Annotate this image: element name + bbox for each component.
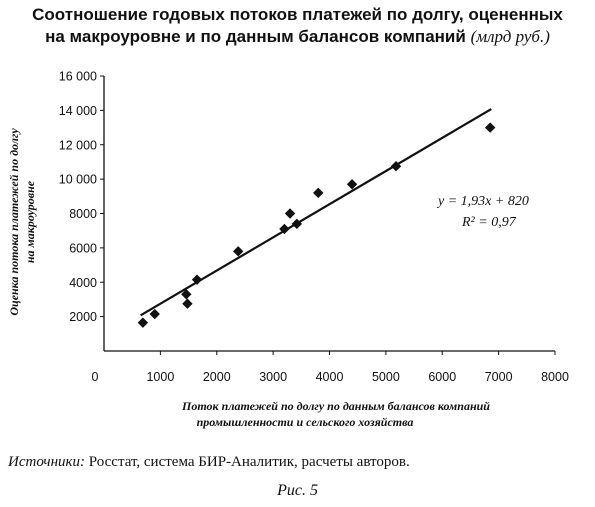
y-tick-label: 12 000 [59, 138, 97, 152]
x-tick-label: 7000 [485, 370, 513, 384]
data-point [390, 161, 402, 172]
x-tick-label: 4000 [316, 370, 344, 384]
regression-annotation: y = 1,93x + 820 R² = 0,97 [426, 189, 554, 237]
chart-title-unit: (млрд руб.) [470, 27, 550, 46]
data-point [191, 274, 203, 285]
y-tick-label: 4000 [69, 276, 97, 290]
chart-title-line1: Соотношение годовых потоков платежей по … [32, 5, 563, 24]
y-tick-label: 8000 [69, 207, 97, 221]
scatter-chart: 0 1000 2000 3000 4000 5000 6000 7000 8000 2000 400… [7, 70, 569, 430]
source-text: Росстат, система БИР-Аналитик, расчеты а… [85, 454, 410, 470]
x-axis-label-line2: промышленности и сельского хозяйства [197, 415, 414, 429]
chart-axes [100, 75, 556, 355]
y-axis-label-line1: Оценка потока платежей по долгу [7, 128, 21, 316]
chart-title: Соотношение годовых потоков платежей по … [0, 4, 595, 48]
data-point [284, 208, 296, 219]
source-label: Источники: [8, 454, 86, 470]
x-tick-label: 5000 [372, 370, 400, 384]
chart-axis-labels: Поток платежей по долгу по данным баланс… [7, 128, 490, 429]
y-tick-label: 2000 [69, 310, 97, 324]
figure-caption: Рис. 5 [277, 482, 318, 499]
x-tick-label: 0 [92, 370, 99, 384]
x-tick-label: 2000 [203, 370, 231, 384]
x-tick-label: 3000 [259, 370, 287, 384]
x-axis-label-line1: Поток платежей по долгу по данным баланс… [181, 399, 490, 413]
chart-title-line2-wrap: на макроуровне и по данным балансов комп… [0, 26, 595, 48]
y-axis-label-line2: на макроуровне [23, 180, 37, 263]
y-tick-label: 6000 [69, 241, 97, 255]
chart-points [137, 122, 496, 328]
y-tick-label: 10 000 [59, 173, 97, 187]
chart-title-line2: на макроуровне и по данным балансов комп… [45, 27, 466, 46]
data-point [232, 246, 244, 257]
data-point [346, 179, 358, 190]
data-point [313, 187, 324, 199]
chart-tick-labels: 0 1000 2000 3000 4000 5000 6000 7000 8000 2000 400… [59, 70, 569, 385]
x-tick-label: 1000 [146, 370, 174, 384]
r-squared-value: R² = 0,97 [461, 215, 517, 230]
y-tick-label: 16 000 [59, 70, 97, 84]
y-tick-label: 14 000 [59, 104, 97, 118]
data-point [137, 317, 149, 328]
data-point [181, 289, 192, 300]
regression-equation: y = 1,93x + 820 [436, 194, 529, 209]
x-tick-label: 8000 [541, 370, 569, 384]
annotation-background [426, 189, 554, 237]
data-point [182, 298, 193, 309]
data-point [279, 223, 290, 235]
data-point [484, 122, 496, 133]
x-tick-label: 6000 [428, 370, 456, 384]
data-point [291, 218, 303, 230]
source-note: Источники: Росстат, система БИР-Аналитик… [8, 454, 410, 471]
data-point [149, 308, 160, 320]
